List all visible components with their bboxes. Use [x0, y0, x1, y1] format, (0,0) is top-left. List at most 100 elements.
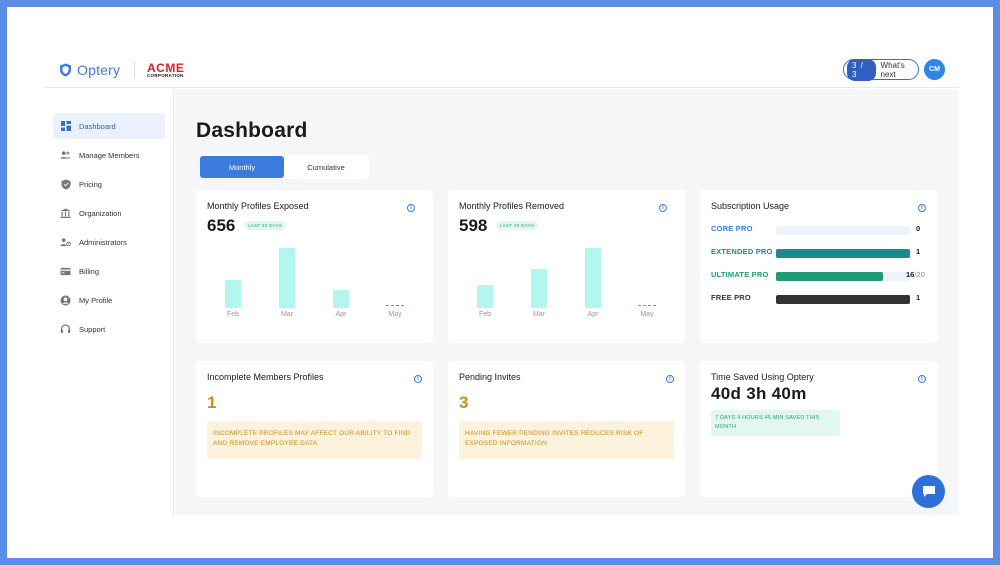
subscription-row: CORE PRO 0 — [711, 224, 931, 236]
app-window: Optery ACME CORPORATION 3 / 3 What's nex… — [43, 50, 958, 515]
sidebar-item-my-profile[interactable]: My Profile — [53, 287, 165, 313]
period-badge: LAST 30 DAYS — [496, 221, 539, 230]
usage-bar-fill — [776, 295, 910, 304]
info-icon[interactable]: i — [659, 204, 667, 212]
card-title: Pending Invites — [459, 372, 521, 382]
sidebar-item-label: Billing — [79, 266, 100, 276]
chart-bar — [333, 290, 349, 308]
time-saved-value: 40d 3h 40m — [711, 384, 807, 403]
x-tick-label: Feb — [478, 311, 492, 318]
period-tabs: Monthly Cumulative — [200, 155, 369, 179]
usage-bar-track — [776, 249, 910, 258]
info-icon[interactable]: i — [918, 375, 926, 383]
plan-name: CORE PRO — [711, 224, 753, 233]
user-avatar[interactable]: CM — [924, 59, 945, 80]
sidebar-item-pricing[interactable]: Pricing — [53, 171, 165, 197]
sidebar: Dashboard Manage Members Pricing Organiz… — [43, 89, 174, 515]
chart-bar-empty — [386, 305, 404, 307]
x-tick-label: Apr — [335, 311, 347, 318]
card-incomplete-profiles: Incomplete Members Profiles i 1 INCOMPLE… — [196, 361, 433, 497]
card-title: Monthly Profiles Exposed — [207, 201, 309, 211]
info-icon[interactable]: i — [666, 375, 674, 383]
sidebar-item-support[interactable]: Support — [53, 316, 165, 342]
subscription-row: EXTENDED PRO 1 — [711, 247, 931, 259]
chart-bar — [585, 248, 601, 308]
logo-divider — [134, 62, 135, 78]
dashboard-icon — [60, 121, 71, 132]
pending-warning: HAVING FEWER PENDING INVITES REDUCES RIS… — [459, 421, 674, 459]
plan-name: EXTENDED PRO — [711, 247, 773, 256]
sidebar-item-manage-members[interactable]: Manage Members — [53, 142, 165, 168]
period-badge: LAST 30 DAYS — [244, 221, 287, 230]
sidebar-item-administrators[interactable]: Administrators — [53, 229, 165, 255]
subscription-row: FREE PRO 1 — [711, 293, 931, 305]
usage-bar-fill — [776, 249, 910, 258]
chart-bar — [225, 280, 241, 308]
card-title: Monthly Profiles Removed — [459, 201, 565, 211]
partner-subtitle: CORPORATION — [147, 73, 184, 78]
plan-count: 16/20 — [906, 270, 925, 279]
members-icon — [60, 150, 71, 161]
info-icon[interactable]: i — [918, 204, 926, 212]
x-tick-label: May — [640, 311, 654, 318]
usage-bar-track — [776, 226, 910, 235]
whats-next-button[interactable]: 3 / 3 What's next — [843, 58, 919, 81]
tab-monthly[interactable]: Monthly — [200, 156, 284, 178]
chart-bar-empty — [638, 305, 656, 307]
info-icon[interactable]: i — [414, 375, 422, 383]
optery-logo[interactable]: Optery — [59, 62, 120, 78]
sidebar-item-label: Dashboard — [79, 121, 116, 131]
chat-icon — [922, 486, 935, 497]
shield-logo-icon — [60, 63, 71, 77]
plan-count: 0 — [916, 224, 921, 233]
sidebar-item-label: Organization — [79, 208, 122, 218]
x-tick-label: Apr — [587, 311, 599, 318]
whats-next-label: What's next — [880, 60, 905, 79]
admin-icon — [60, 237, 71, 248]
x-tick-label: Mar — [532, 311, 546, 318]
x-tick-label: Mar — [280, 311, 294, 318]
tab-cumulative[interactable]: Cumulative — [307, 162, 345, 172]
card-profiles-removed: Monthly Profiles Removed i 598 LAST 30 D… — [448, 190, 685, 343]
info-icon[interactable]: i — [407, 204, 415, 212]
sidebar-item-label: Support — [79, 324, 106, 334]
card-title: Time Saved Using Optery — [711, 372, 814, 382]
top-bar: Optery ACME CORPORATION 3 / 3 What's nex… — [43, 50, 958, 88]
sidebar-item-organization[interactable]: Organization — [53, 200, 165, 226]
progress-badge: 3 / 3 — [847, 58, 876, 81]
shield-icon — [60, 179, 71, 190]
profile-icon — [60, 295, 71, 306]
main-content: Dashboard Monthly Cumulative Monthly Pro… — [175, 89, 958, 515]
sidebar-item-label: Administrators — [79, 237, 127, 247]
sidebar-item-billing[interactable]: Billing — [53, 258, 165, 284]
time-saved-month: 7 DAYS 4 HOURS 45 MIN SAVED THIS MONTH — [711, 410, 840, 436]
plan-name: FREE PRO — [711, 293, 751, 302]
card-icon — [60, 266, 71, 277]
card-profiles-exposed: Monthly Profiles Exposed i 656 LAST 30 D… — [196, 190, 433, 343]
plan-count: 1 — [916, 247, 921, 256]
page-title: Dashboard — [196, 119, 308, 142]
pending-count: 3 — [459, 393, 469, 412]
incomplete-warning: INCOMPLETE PROFILES MAY AFFECT OUR ABILI… — [207, 421, 422, 459]
x-tick-label: May — [388, 311, 402, 318]
card-title: Subscription Usage — [711, 201, 790, 211]
sidebar-item-dashboard[interactable]: Dashboard — [53, 113, 165, 139]
chat-button[interactable] — [912, 475, 945, 508]
card-title: Incomplete Members Profiles — [207, 372, 324, 382]
sidebar-item-label: Manage Members — [79, 150, 140, 160]
usage-bar-track — [776, 272, 910, 281]
sidebar-item-label: Pricing — [79, 179, 102, 189]
partner-name: ACME — [147, 61, 185, 75]
card-pending-invites: Pending Invites i 3 HAVING FEWER PENDING… — [448, 361, 685, 497]
sidebar-item-label: My Profile — [79, 295, 113, 305]
chart-bar — [279, 248, 295, 308]
building-icon — [60, 208, 71, 219]
usage-bar-fill — [776, 272, 884, 281]
chart-bar — [531, 269, 547, 308]
card-subscription-usage: Subscription Usage i CORE PRO 0 EXTENDED P… — [700, 190, 938, 343]
usage-bar-track — [776, 295, 910, 304]
headset-icon — [60, 323, 71, 335]
chart-bar — [477, 285, 493, 308]
x-tick-label: Feb — [226, 311, 240, 318]
plan-name: ULTIMATE PRO — [711, 270, 769, 279]
